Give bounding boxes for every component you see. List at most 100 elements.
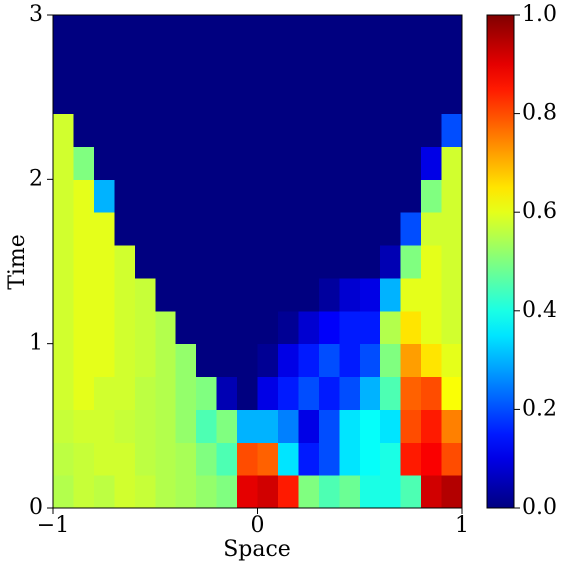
cell bbox=[93, 475, 115, 509]
cell bbox=[134, 376, 156, 410]
cell bbox=[359, 343, 381, 378]
cell bbox=[93, 245, 115, 279]
x-tick-label: −1 bbox=[37, 513, 69, 538]
cell bbox=[237, 47, 258, 82]
cell bbox=[339, 179, 361, 213]
cell bbox=[339, 409, 361, 443]
cell bbox=[380, 146, 402, 180]
cell bbox=[114, 15, 136, 49]
cell bbox=[196, 442, 218, 476]
cell bbox=[93, 277, 115, 312]
cell bbox=[237, 179, 258, 213]
cell bbox=[216, 277, 238, 312]
cell bbox=[318, 15, 340, 49]
cell bbox=[277, 277, 299, 312]
cell bbox=[318, 245, 340, 279]
colorbar-tick-label: 0.0 bbox=[522, 495, 557, 520]
cell bbox=[196, 212, 218, 246]
cell bbox=[237, 277, 258, 312]
cell bbox=[196, 245, 218, 279]
cell bbox=[380, 442, 402, 476]
cell bbox=[318, 179, 340, 213]
cell bbox=[216, 376, 238, 410]
cell bbox=[53, 146, 74, 180]
cell bbox=[53, 376, 74, 410]
cell bbox=[175, 179, 197, 213]
cell bbox=[93, 409, 115, 443]
cell bbox=[257, 146, 279, 180]
colorbar-tick-label: 0.2 bbox=[522, 396, 557, 421]
cell bbox=[277, 310, 299, 345]
cell bbox=[318, 212, 340, 246]
cell bbox=[421, 212, 443, 246]
cell bbox=[441, 343, 463, 378]
cell bbox=[257, 179, 279, 213]
cell bbox=[114, 47, 136, 82]
cell bbox=[73, 80, 95, 115]
cell bbox=[380, 475, 402, 509]
cell bbox=[155, 475, 177, 509]
cell bbox=[155, 80, 177, 115]
cell bbox=[400, 409, 422, 443]
cell bbox=[196, 277, 218, 312]
cell bbox=[359, 146, 381, 180]
cell bbox=[216, 113, 238, 147]
y-tick-label: 3 bbox=[29, 2, 43, 27]
cell bbox=[298, 343, 320, 378]
cell bbox=[359, 245, 381, 279]
cell bbox=[400, 80, 422, 115]
cell bbox=[380, 15, 402, 49]
cell bbox=[257, 442, 279, 476]
cell bbox=[53, 277, 74, 312]
cell bbox=[441, 47, 463, 82]
cell bbox=[318, 442, 340, 476]
cell bbox=[277, 80, 299, 115]
cell bbox=[298, 113, 320, 147]
cell bbox=[277, 15, 299, 49]
cell bbox=[175, 343, 197, 378]
cell bbox=[298, 376, 320, 410]
cell bbox=[318, 343, 340, 378]
cell bbox=[216, 343, 238, 378]
cell bbox=[196, 146, 218, 180]
cell bbox=[257, 475, 279, 509]
cell bbox=[237, 409, 258, 443]
cell bbox=[298, 15, 320, 49]
cell bbox=[175, 113, 197, 147]
cell bbox=[134, 47, 156, 82]
cell bbox=[53, 442, 74, 476]
cell bbox=[175, 245, 197, 279]
cell bbox=[441, 179, 463, 213]
cell bbox=[114, 442, 136, 476]
cell bbox=[237, 475, 258, 509]
cell bbox=[400, 475, 422, 509]
cell bbox=[277, 442, 299, 476]
cell bbox=[380, 179, 402, 213]
cell bbox=[441, 113, 463, 147]
cell bbox=[318, 409, 340, 443]
colorbar-tick-label: 0.8 bbox=[522, 101, 557, 126]
cell bbox=[53, 15, 74, 49]
cell bbox=[93, 310, 115, 345]
cell bbox=[216, 80, 238, 115]
cell bbox=[380, 310, 402, 345]
cell bbox=[277, 146, 299, 180]
cell bbox=[237, 80, 258, 115]
cell bbox=[93, 179, 115, 213]
cell bbox=[134, 179, 156, 213]
cell bbox=[73, 179, 95, 213]
cell bbox=[298, 179, 320, 213]
cell bbox=[421, 442, 443, 476]
cell bbox=[441, 475, 463, 509]
cell bbox=[298, 80, 320, 115]
cell bbox=[257, 409, 279, 443]
cell bbox=[237, 146, 258, 180]
cell bbox=[441, 15, 463, 49]
cell bbox=[421, 343, 443, 378]
cell bbox=[114, 409, 136, 443]
cell bbox=[53, 47, 74, 82]
cell bbox=[339, 212, 361, 246]
cell bbox=[155, 179, 177, 213]
cell bbox=[380, 47, 402, 82]
cell bbox=[53, 343, 74, 378]
